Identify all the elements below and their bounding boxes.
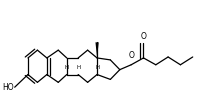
Text: HO: HO [2,83,14,92]
Text: H: H [76,65,80,70]
Text: O: O [141,32,146,41]
Polygon shape [95,42,99,58]
Text: H: H [95,65,99,70]
Text: O: O [128,51,134,60]
Text: H: H [65,65,69,70]
